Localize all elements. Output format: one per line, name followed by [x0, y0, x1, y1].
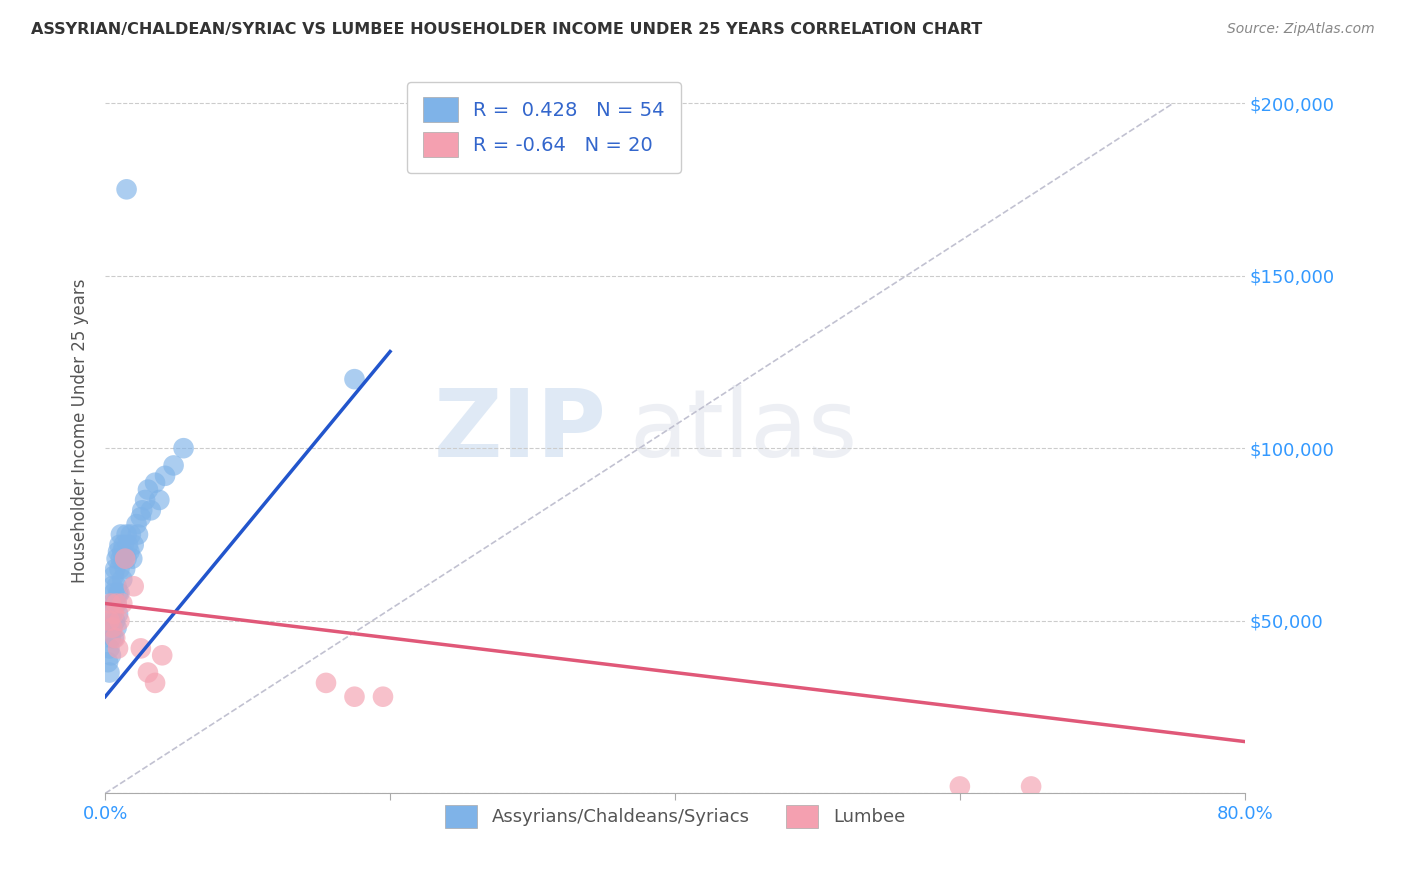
Point — [108, 562, 131, 576]
Point — [315, 676, 337, 690]
Point — [110, 551, 132, 566]
Point — [115, 551, 138, 566]
Point — [110, 527, 132, 541]
Point — [104, 562, 127, 576]
Point — [129, 641, 152, 656]
Point — [98, 641, 121, 656]
Point — [115, 182, 138, 196]
Point — [125, 517, 148, 532]
Point — [112, 551, 135, 566]
Point — [134, 492, 156, 507]
Point — [100, 648, 122, 663]
Point — [122, 538, 145, 552]
Y-axis label: Householder Income Under 25 years: Householder Income Under 25 years — [72, 278, 89, 583]
Point — [143, 475, 166, 490]
Point — [101, 621, 124, 635]
Point — [127, 527, 149, 541]
Point — [107, 586, 129, 600]
Point — [343, 690, 366, 704]
Point — [129, 510, 152, 524]
Text: atlas: atlas — [630, 385, 858, 477]
Point — [103, 569, 125, 583]
Point — [107, 545, 129, 559]
Point — [162, 458, 184, 473]
Point — [111, 545, 134, 559]
Point — [101, 607, 124, 621]
Point — [98, 614, 121, 628]
Point — [105, 551, 128, 566]
Point — [98, 665, 121, 680]
Text: Source: ZipAtlas.com: Source: ZipAtlas.com — [1227, 22, 1375, 37]
Point — [111, 572, 134, 586]
Point — [104, 614, 127, 628]
Point — [114, 551, 136, 566]
Point — [173, 441, 195, 455]
Point — [118, 545, 141, 559]
Point — [101, 579, 124, 593]
Point — [117, 538, 139, 552]
Point — [107, 607, 129, 621]
Point — [949, 780, 972, 794]
Point — [107, 641, 129, 656]
Point — [100, 597, 122, 611]
Point — [1019, 780, 1042, 794]
Point — [105, 579, 128, 593]
Point — [143, 676, 166, 690]
Point — [115, 527, 138, 541]
Point — [103, 586, 125, 600]
Point — [150, 648, 173, 663]
Point — [104, 631, 127, 645]
Point — [114, 562, 136, 576]
Point — [112, 538, 135, 552]
Text: ZIP: ZIP — [433, 385, 606, 477]
Point — [103, 607, 125, 621]
Point — [103, 631, 125, 645]
Point — [120, 527, 142, 541]
Point — [131, 503, 153, 517]
Point — [100, 631, 122, 645]
Point — [343, 372, 366, 386]
Text: ASSYRIAN/CHALDEAN/SYRIAC VS LUMBEE HOUSEHOLDER INCOME UNDER 25 YEARS CORRELATION: ASSYRIAN/CHALDEAN/SYRIAC VS LUMBEE HOUSE… — [31, 22, 983, 37]
Point — [108, 586, 131, 600]
Point — [105, 621, 128, 635]
Point — [122, 579, 145, 593]
Legend: Assyrians/Chaldeans/Syriacs, Lumbee: Assyrians/Chaldeans/Syriacs, Lumbee — [437, 797, 912, 835]
Point — [101, 621, 124, 635]
Point — [108, 614, 131, 628]
Point — [105, 597, 128, 611]
Point — [105, 597, 128, 611]
Point — [101, 597, 124, 611]
Point — [153, 468, 176, 483]
Point — [100, 614, 122, 628]
Point — [371, 690, 394, 704]
Point — [121, 551, 143, 566]
Point — [104, 597, 127, 611]
Point — [139, 503, 162, 517]
Point — [136, 665, 159, 680]
Point — [97, 655, 120, 669]
Point — [108, 538, 131, 552]
Point — [148, 492, 170, 507]
Point — [136, 483, 159, 497]
Point — [111, 597, 134, 611]
